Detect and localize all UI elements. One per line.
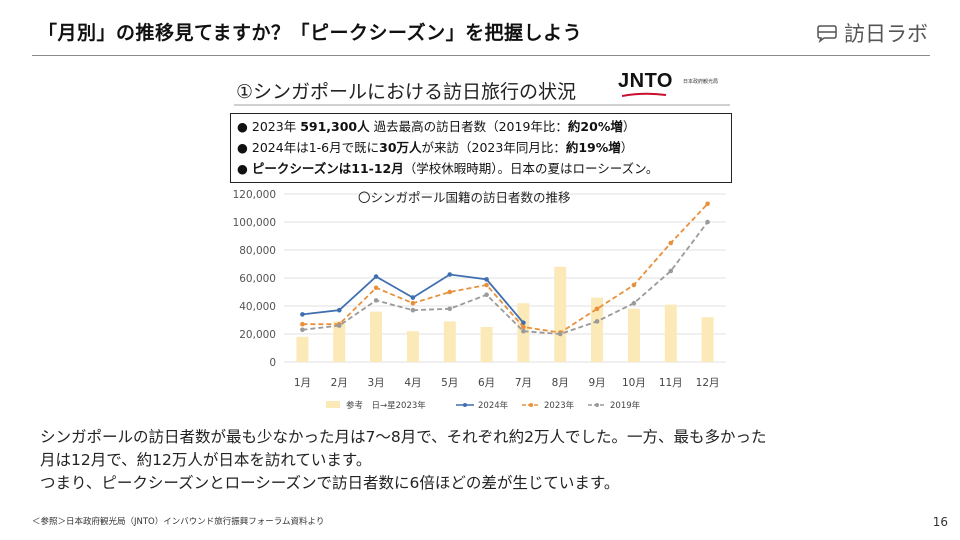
- y-tick-label: 60,000: [239, 273, 276, 285]
- x-tick-label: 9月: [588, 377, 605, 389]
- data-point: [300, 312, 305, 317]
- figure-divider: [234, 104, 730, 106]
- x-tick-label: 10月: [622, 377, 646, 389]
- bar: [296, 336, 309, 362]
- body-line: 月は12月で、約12万人が日本を訪れています。: [40, 451, 372, 469]
- bar: [664, 304, 677, 362]
- source-note: ＜参照＞日本政府観光局（JNTO）インバウンド旅行振興フォーラム資料より: [32, 517, 325, 527]
- x-tick-label: 5月: [441, 377, 458, 389]
- jnto-subtitle: 日本政府観光局: [683, 79, 719, 85]
- y-tick-label: 20,000: [239, 329, 276, 341]
- data-point: [410, 307, 416, 313]
- data-point: [373, 285, 379, 291]
- bar: [333, 321, 346, 362]
- legend-swatch: [326, 401, 340, 408]
- legend-label: 2019年: [610, 400, 641, 411]
- y-tick-label: 120,000: [233, 189, 276, 201]
- data-point: [300, 327, 305, 333]
- visitor-chart: 0 20,000 40,000 60,000 80,000 100,000 120,000 1…: [233, 189, 726, 411]
- data-point: [705, 201, 710, 207]
- legend-marker: [529, 403, 533, 407]
- page-number: 16: [932, 515, 948, 529]
- bar: [627, 308, 640, 362]
- x-tick-label: 6月: [478, 377, 495, 389]
- bar: [443, 321, 456, 362]
- data-point: [521, 320, 526, 326]
- speech-bubble-icon: [817, 25, 837, 43]
- legend-marker: [595, 403, 599, 407]
- data-point: [521, 324, 526, 330]
- figure-title: ①シンガポールにおける訪日旅行の状況: [236, 81, 577, 103]
- chart-title: 〇シンガポール国籍の訪日者数の推移: [358, 190, 571, 205]
- data-point: [410, 295, 416, 300]
- y-tick-label: 0: [269, 357, 276, 369]
- summary-bullet: ● ピークシーズンは11-12月（学校休暇時期）。日本の夏はローシーズン。: [237, 161, 659, 176]
- data-point: [557, 331, 563, 337]
- summary-bullet: ● 2023年 591,300人 過去最高の訪日者数（2019年比：約20%増）: [237, 119, 636, 134]
- x-tick-label: 7月: [515, 377, 532, 389]
- x-tick-label: 11月: [659, 377, 683, 389]
- data-point: [484, 282, 489, 288]
- data-point: [373, 298, 379, 303]
- x-tick-label: 2月: [331, 377, 348, 389]
- jnto-logo: JNTO: [618, 70, 673, 97]
- data-point: [631, 282, 637, 288]
- y-tick-label: 80,000: [239, 245, 276, 257]
- series-line: [302, 203, 709, 334]
- x-tick-label: 4月: [404, 377, 421, 389]
- data-point: [336, 323, 342, 328]
- data-point: [594, 306, 600, 312]
- data-point: [447, 272, 453, 277]
- data-point: [373, 274, 379, 279]
- x-tick-label: 8月: [552, 377, 569, 389]
- x-tick-label: 3月: [367, 377, 384, 389]
- x-tick-label: 12月: [696, 377, 720, 389]
- jnto-logo-text: JNTO: [618, 70, 673, 92]
- legend-label: 参考 日→星2023年: [346, 400, 426, 411]
- data-point: [447, 289, 453, 295]
- bar: [701, 317, 714, 362]
- series-line: [302, 221, 709, 335]
- y-tick-label: 40,000: [239, 301, 276, 313]
- page-title: 「月別」の推移見てますか？「ピークシーズン」を把握しよう: [38, 22, 583, 44]
- summary-box: ● 2023年 591,300人 過去最高の訪日者数（2019年比：約20%増）…: [230, 113, 732, 183]
- body-line: シンガポールの訪日者数が最も少なかった月は7〜8月で、それぞれ約2万人でした。一…: [40, 428, 767, 446]
- bar: [554, 266, 567, 362]
- body-line: つまり、ピークシーズンとローシーズンで訪日者数に6倍ほどの差が生じています。: [40, 474, 620, 492]
- data-point: [668, 268, 674, 274]
- legend-marker: [463, 403, 467, 407]
- data-point: [300, 321, 305, 327]
- data-point: [447, 306, 453, 312]
- bar: [591, 297, 604, 362]
- data-point: [594, 319, 600, 324]
- data-point: [410, 300, 416, 306]
- data-point: [705, 219, 710, 225]
- y-tick-label: 100,000: [233, 217, 276, 229]
- bar: [406, 331, 419, 362]
- data-point: [336, 307, 342, 313]
- data-point: [521, 328, 526, 334]
- header-divider: [32, 55, 930, 56]
- data-point: [631, 300, 637, 306]
- brand-logo: 訪日ラボ: [816, 18, 928, 48]
- data-point: [484, 277, 489, 282]
- x-tick-label: 1月: [294, 377, 311, 389]
- jnto-swoosh-icon: [622, 92, 666, 97]
- bar: [480, 327, 493, 362]
- summary-bullet: ● 2024年は1-6月で既に30万人が来訪（2023年同月比：約19%増）: [237, 140, 634, 155]
- brand-name: 訪日ラボ: [844, 22, 928, 46]
- legend-label: 2023年: [544, 400, 575, 411]
- bar: [370, 311, 383, 362]
- body-text: シンガポールの訪日者数が最も少なかった月は7〜8月で、それぞれ約2万人でした。一…: [40, 426, 766, 495]
- legend-label: 2024年: [478, 400, 509, 411]
- data-point: [484, 292, 489, 298]
- data-point: [668, 240, 674, 246]
